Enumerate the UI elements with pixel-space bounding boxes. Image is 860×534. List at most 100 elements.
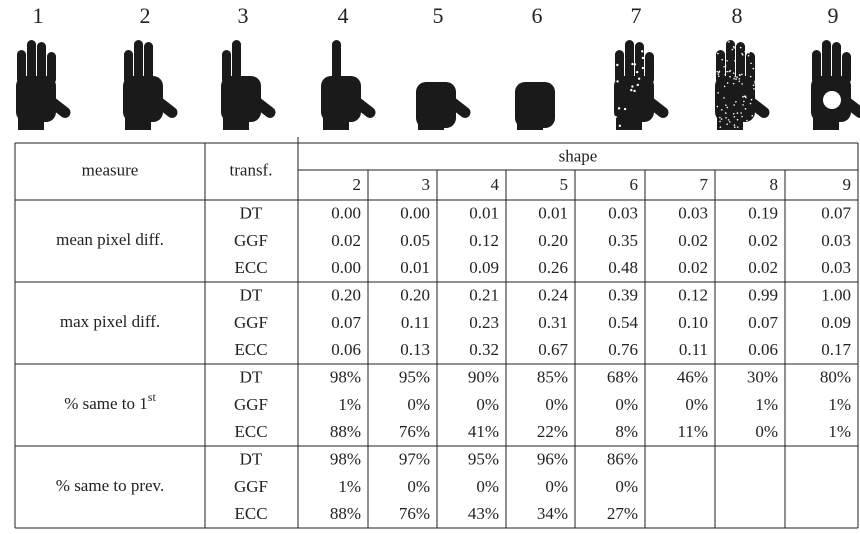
finger: [822, 40, 831, 84]
header-cell: 9: [843, 175, 852, 194]
value-cell: 0.12: [469, 231, 499, 250]
speckle: [751, 114, 754, 117]
wrist: [18, 110, 44, 130]
speckle: [733, 126, 736, 128]
speckle: [719, 41, 721, 43]
speckle: [717, 92, 719, 94]
speckle: [734, 59, 736, 62]
hand-number: 8: [732, 3, 743, 28]
measure-text: max pixel diff.: [60, 312, 160, 331]
speckle: [719, 45, 721, 47]
value-cell: 0.19: [748, 204, 778, 223]
value-cell: 41%: [468, 422, 499, 441]
header-cell: shape: [559, 146, 598, 165]
value-cell: 96%: [537, 450, 568, 469]
thumb: [642, 95, 669, 118]
hole: [823, 91, 841, 109]
speckle: [741, 54, 744, 56]
speckle: [718, 75, 720, 78]
value-cell: 0.07: [821, 204, 851, 223]
value-cell: 0.09: [469, 258, 499, 277]
thumb: [44, 95, 71, 118]
finger: [37, 42, 46, 84]
finger: [812, 50, 821, 84]
hand-number: 3: [238, 3, 249, 28]
noise: [617, 107, 621, 110]
speckle: [741, 83, 743, 85]
value-cell: 0%: [545, 395, 568, 414]
finger: [746, 52, 755, 84]
finger: [27, 40, 36, 84]
speckle: [734, 43, 737, 46]
speckle: [740, 73, 743, 76]
value-cell: 0.26: [538, 258, 568, 277]
finger: [726, 40, 735, 84]
value-cell: 1%: [755, 395, 778, 414]
value-cell: 0.02: [678, 258, 708, 277]
value-cell: 0.11: [679, 340, 708, 359]
wrist: [125, 110, 151, 130]
speckle: [724, 65, 727, 67]
noise: [631, 62, 634, 66]
noise: [614, 115, 617, 119]
value-cell: 0.10: [678, 313, 708, 332]
speckle: [726, 106, 729, 109]
speckle: [729, 75, 731, 78]
value-cell: 0%: [615, 395, 638, 414]
speckle: [736, 118, 739, 121]
speckle: [728, 70, 731, 73]
speckle: [725, 117, 727, 119]
speckle: [718, 71, 720, 74]
value-cell: 0.32: [469, 340, 499, 359]
value-cell: 0.54: [608, 313, 638, 332]
speckle: [736, 76, 738, 78]
speckle: [733, 47, 735, 49]
speckle: [748, 52, 750, 54]
hand-icon: [16, 40, 71, 130]
value-cell: 43%: [468, 504, 499, 523]
thumb: [349, 95, 376, 118]
value-cell: 0.06: [748, 340, 778, 359]
speckle: [719, 126, 722, 128]
value-cell: 1%: [828, 395, 851, 414]
speckle: [726, 123, 728, 125]
header-cell: 4: [491, 175, 500, 194]
value-cell: 0.00: [331, 204, 361, 223]
speckle: [724, 112, 727, 114]
value-cell: 8%: [615, 422, 638, 441]
value-cell: 27%: [607, 504, 638, 523]
value-cell: 0%: [407, 395, 430, 414]
speckle: [738, 73, 741, 76]
noise: [654, 59, 658, 62]
header-cell: 5: [560, 175, 569, 194]
value-cell: 0.21: [469, 286, 499, 305]
measure-cell: max pixel diff.: [60, 312, 160, 331]
value-cell: 98%: [330, 368, 361, 387]
speckle: [741, 52, 743, 55]
speckle: [750, 98, 753, 101]
value-cell: 68%: [607, 368, 638, 387]
speckle: [728, 41, 730, 43]
speckle: [726, 82, 729, 84]
hand-number: 1: [33, 3, 44, 28]
speckle: [727, 119, 730, 121]
header-cell: 3: [422, 175, 431, 194]
noise: [616, 80, 619, 83]
value-cell: 0.01: [400, 258, 430, 277]
value-cell: 0.07: [748, 313, 778, 332]
finger: [625, 40, 634, 84]
speckle: [746, 119, 748, 122]
speckle: [742, 96, 744, 98]
value-cell: 0.07: [331, 313, 361, 332]
noise: [637, 77, 641, 80]
value-cell: 0.35: [608, 231, 638, 250]
speckle: [723, 85, 726, 88]
thumb: [839, 95, 860, 118]
hand-icon: [811, 40, 860, 130]
speckle: [717, 73, 720, 76]
noise: [641, 66, 645, 70]
speckle: [738, 80, 741, 83]
speckle: [725, 104, 727, 106]
speckle: [744, 50, 747, 53]
